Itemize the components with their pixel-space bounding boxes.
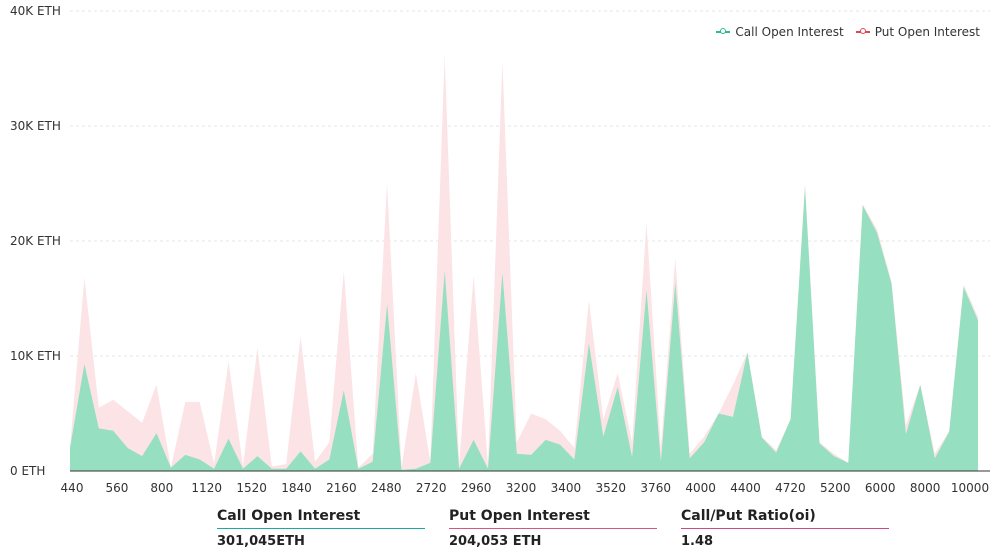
x-tick-label: 4400 (730, 481, 761, 495)
stat-label: Put Open Interest (449, 508, 657, 529)
series-area[interactable] (70, 54, 978, 471)
x-tick-label: 1840 (281, 481, 312, 495)
x-tick-label: 3520 (596, 481, 627, 495)
x-tick-label: 4720 (775, 481, 806, 495)
stat-label: Call Open Interest (217, 508, 425, 529)
grid-lines (70, 10, 990, 357)
x-tick-label: 3200 (506, 481, 537, 495)
x-tick-label: 3760 (640, 481, 671, 495)
put-legend-marker-icon (855, 28, 870, 34)
legend-item-call[interactable]: Call Open Interest (716, 25, 844, 39)
stat-label: Call/Put Ratio(oi) (681, 508, 889, 529)
stat-value: 1.48 (681, 534, 714, 549)
stat-value: 204,053 ETH (449, 534, 542, 549)
x-tick-label: 5200 (820, 481, 851, 495)
x-tick-label: 6000 (865, 481, 896, 495)
series-area[interactable] (70, 186, 978, 471)
y-tick-label: 20K ETH (10, 234, 61, 248)
summary-stats: Call Open Interest 301,045ETH Put Open I… (217, 508, 913, 549)
x-tick-label: 800 (150, 481, 173, 495)
x-tick-label: 2720 (416, 481, 447, 495)
x-tick-label: 3400 (551, 481, 582, 495)
stat-ratio: Call/Put Ratio(oi) 1.48 (681, 508, 913, 549)
x-tick-label: 560 (105, 481, 128, 495)
stat-put-oi: Put Open Interest 204,053 ETH (449, 508, 681, 549)
x-tick-label: 4000 (685, 481, 716, 495)
legend-call-label: Call Open Interest (735, 25, 844, 39)
stat-call-oi: Call Open Interest 301,045ETH (217, 508, 449, 549)
x-tick-label: 440 (61, 481, 84, 495)
x-tick-label: 2160 (326, 481, 357, 495)
x-tick-label: 2480 (371, 481, 402, 495)
open-interest-chart: 0 ETH 10K ETH 20K ETH 30K ETH 40K ETH 440 560… (10, 4, 990, 495)
call-legend-marker-icon (716, 28, 731, 34)
x-tick-label: 1520 (236, 481, 267, 495)
y-tick-label: 40K ETH (10, 4, 61, 18)
x-tick-label: 10000 (951, 481, 989, 495)
x-tick-label: 8000 (910, 481, 941, 495)
x-tick-label: 1120 (191, 481, 222, 495)
chart-legend: Call Open Interest Put Open Interest (716, 25, 980, 39)
y-axis-ticks: 0 ETH 10K ETH 20K ETH 30K ETH 40K ETH (10, 4, 61, 478)
stat-value: 301,045ETH (217, 534, 305, 549)
y-tick-label: 10K ETH (10, 349, 61, 363)
x-axis-ticks: 440 560 800 1120 1520 1840 2160 2480 2720 2960 320… (61, 481, 990, 495)
legend-put-label: Put Open Interest (874, 25, 980, 39)
y-tick-label: 30K ETH (10, 119, 61, 133)
y-tick-label: 0 ETH (10, 464, 45, 478)
series-areas (70, 54, 978, 471)
legend-item-put[interactable]: Put Open Interest (855, 25, 980, 39)
x-tick-label: 2960 (461, 481, 492, 495)
